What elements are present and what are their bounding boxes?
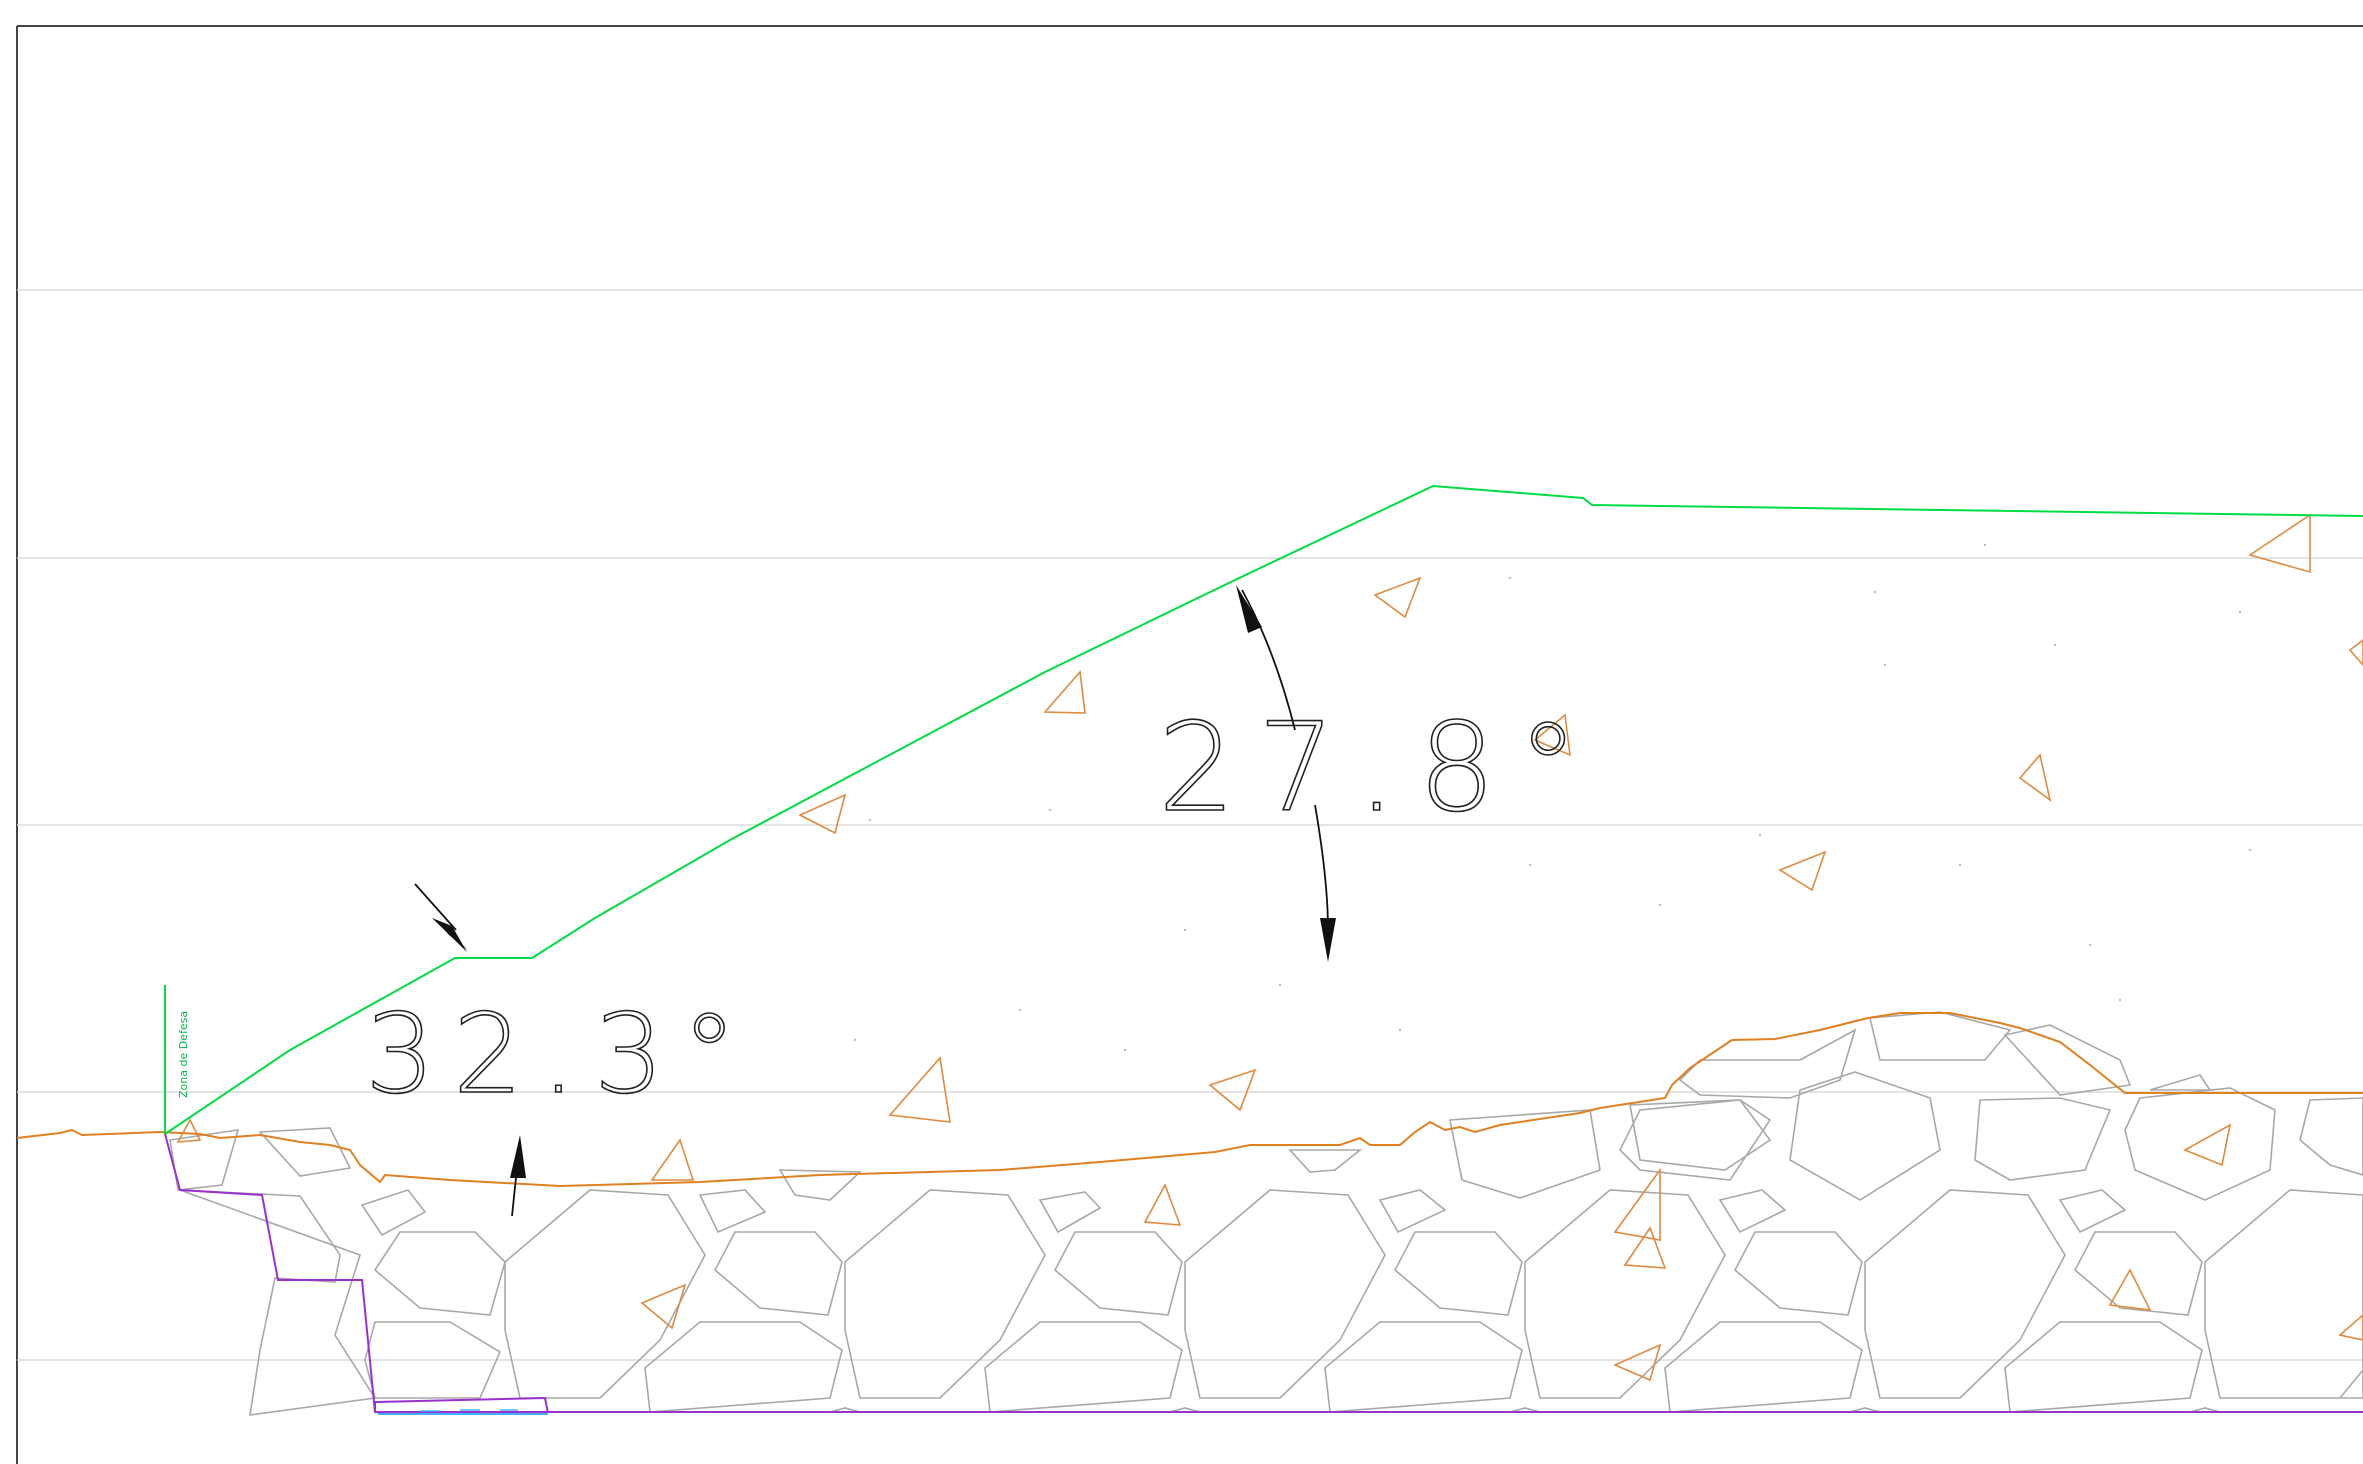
excavation-line [164, 1133, 2363, 1413]
foundation-marks [420, 1409, 518, 1412]
aggregate-triangle-marks [176, 513, 2363, 1382]
drawing-frame [16, 25, 2363, 1464]
zone-label: Zona de Defesa [177, 1011, 190, 1098]
rock-fill-blocks [169, 1011, 2363, 1416]
survey-specks [853, 543, 2252, 1052]
lower-slope-angle-label: 32.3° [365, 990, 755, 1118]
excavation-cap-line [374, 1396, 549, 1414]
fill-surface-line [164, 484, 2363, 1135]
terrain-line [16, 1012, 2363, 1188]
upper-slope-angle-label: 27.8° [1158, 697, 1601, 839]
grid-lines [17, 289, 2363, 1361]
upper-slope-angle-dimension [1236, 585, 1336, 962]
lower-slope-angle-dimension [414, 883, 526, 1217]
